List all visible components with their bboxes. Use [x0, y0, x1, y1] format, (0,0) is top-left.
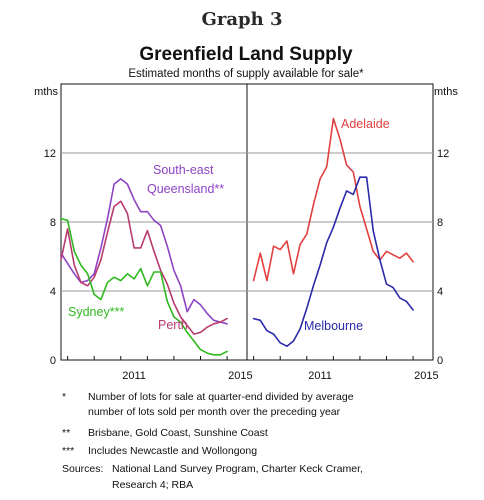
footnote-1-line-1: Number of lots for sale at quarter-end d… [88, 391, 354, 403]
footnote-3-marker: *** [62, 445, 74, 457]
series-line-perth [60, 200, 228, 335]
footnote-2-text: Brisbane, Gold Coast, Sunshine Coast [88, 427, 268, 439]
grid-layer [61, 152, 433, 292]
y-tick-label-left-8: 8 [50, 217, 56, 229]
footnote-2-marker: ** [62, 427, 70, 439]
footnote-1-marker: * [62, 391, 66, 403]
label-sydney: Sydney*** [68, 305, 124, 319]
series-layer [60, 117, 414, 356]
right-x-tick-label-2015: 2015 [414, 370, 438, 382]
label-queensland: Queensland** [147, 182, 224, 196]
unit-left: mths [34, 86, 58, 98]
series-line-adelaide [252, 117, 414, 282]
sources-line-1: National Land Survey Program, Charter Ke… [112, 463, 363, 475]
graph-label: Graph 3 [202, 9, 283, 30]
series-line-south-east-queensland [60, 178, 228, 325]
series-line-melbourne [252, 176, 414, 348]
y-tick-label-right-8: 8 [437, 217, 443, 229]
label-south-east-queensland: South-east [153, 163, 214, 177]
sources-label: Sources: [62, 463, 103, 475]
tick-layer: 2011 2015 2011 2015 0 0 4 4 8 8 12 12 [44, 148, 450, 382]
y-tick-label-right-12: 12 [437, 148, 449, 160]
y-tick-label-left-0: 0 [50, 355, 56, 367]
footnotes: * Number of lots for sale at quarter-end… [62, 391, 363, 491]
y-tick-label-right-4: 4 [437, 286, 443, 298]
y-tick-label-left-12: 12 [44, 148, 56, 160]
unit-right: mths [434, 86, 458, 98]
sources-line-2: Research 4; RBA [112, 479, 193, 491]
series-line-sydney [60, 217, 228, 356]
label-perth: Perth [158, 318, 188, 332]
left-x-tick-label-2011: 2011 [122, 370, 146, 382]
footnote-3-text: Includes Newcastle and Wollongong [88, 445, 257, 457]
label-melbourne: Melbourne [304, 319, 363, 333]
footnote-1-line-2: number of lots sold per month over the p… [88, 406, 341, 418]
left-x-tick-label-2015: 2015 [228, 370, 252, 382]
label-adelaide: Adelaide [341, 117, 390, 131]
y-tick-label-right-0: 0 [437, 355, 443, 367]
y-tick-label-left-4: 4 [50, 286, 56, 298]
right-x-tick-label-2011: 2011 [308, 370, 332, 382]
chart-title: Greenfield Land Supply [139, 44, 353, 65]
chart-subtitle: Estimated months of supply available for… [128, 68, 364, 80]
